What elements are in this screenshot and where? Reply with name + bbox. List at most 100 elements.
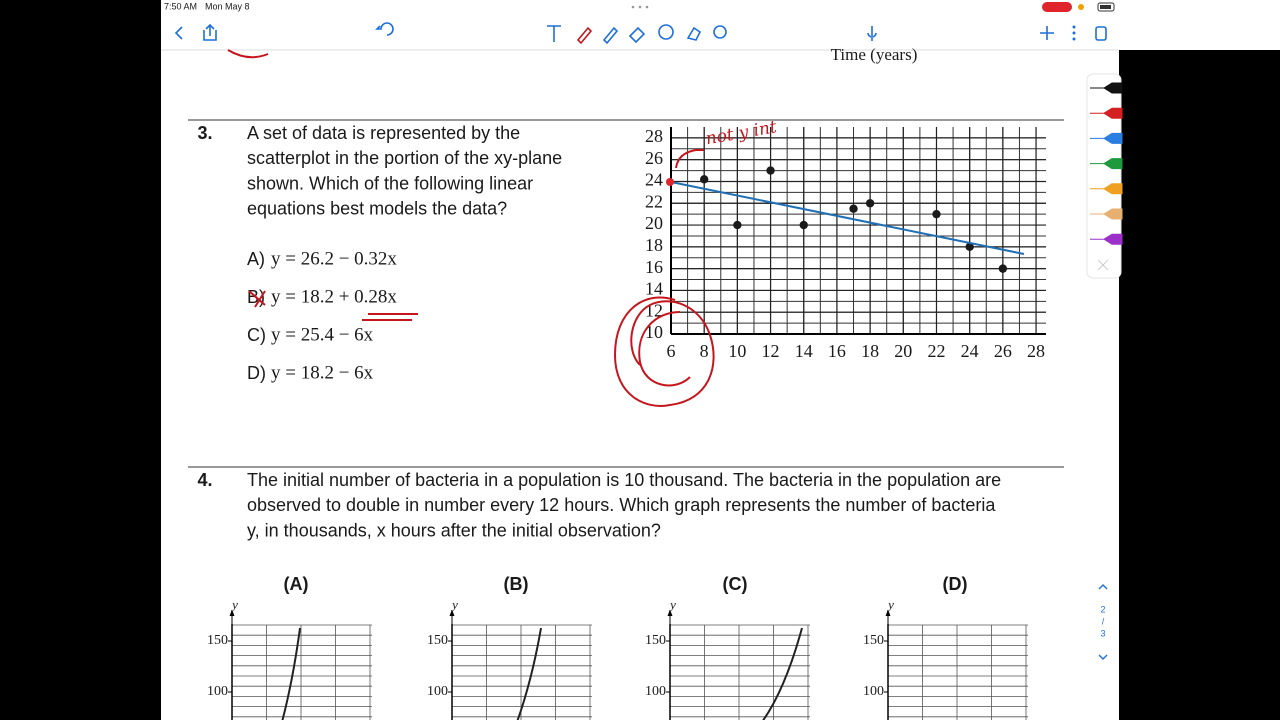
- axis-arrow: [885, 609, 891, 624]
- page-nav: [1098, 584, 1108, 660]
- y-tick-label: 150: [207, 633, 228, 648]
- question-text: y, in thousands, x hours after the initi…: [247, 520, 661, 540]
- pen[interactable]: [1090, 208, 1123, 220]
- eraser-tool[interactable]: [628, 26, 646, 44]
- ink-stroke: [227, 49, 269, 59]
- x-tick-label: 14: [795, 341, 813, 361]
- text-tool[interactable]: [547, 25, 561, 42]
- ink-dot: [666, 178, 674, 186]
- choice-letter: D): [247, 363, 266, 383]
- point: [849, 204, 858, 213]
- mic-button[interactable]: [867, 26, 877, 41]
- x-tick-label: 26: [994, 341, 1012, 361]
- page-separator: /: [1102, 616, 1105, 626]
- y-tick-label: 14: [645, 279, 663, 299]
- x-tick-label: 8: [700, 341, 709, 361]
- y-tick-label: 150: [863, 633, 884, 648]
- y-tick-label: 10: [645, 322, 663, 342]
- question-text: equations best models the data?: [247, 199, 507, 219]
- pen[interactable]: [1090, 183, 1123, 195]
- left-margin: [0, 0, 161, 720]
- pen[interactable]: [1090, 158, 1123, 170]
- question-text: scatterplot in the portion of the xy-pla…: [247, 148, 562, 168]
- pens: [1090, 82, 1123, 245]
- drawn-trend-line: [670, 181, 1025, 255]
- axis-label: y: [668, 597, 676, 612]
- y-tick-label: 100: [207, 684, 228, 699]
- lasso-tool[interactable]: [658, 24, 674, 40]
- axis-label: y: [886, 597, 894, 612]
- pen[interactable]: [1090, 107, 1123, 119]
- y-tick-label: 18: [645, 235, 663, 255]
- point: [865, 199, 875, 208]
- choice-equation: y = 18.2 − 6x: [271, 362, 374, 383]
- pages-button[interactable]: [1095, 26, 1107, 41]
- dot: [645, 5, 649, 9]
- shape-tool[interactable]: [686, 26, 702, 41]
- page-up[interactable]: [1098, 584, 1108, 590]
- y-tick-label: 100: [645, 684, 666, 699]
- scatterplot: 6 8 10 12 14 16 18 20 22 24 26 28101214161820222426…: [645, 126, 1046, 361]
- point: [733, 220, 742, 230]
- pen[interactable]: [1090, 82, 1123, 94]
- question-text: A set of data is represented by the: [247, 123, 520, 143]
- y-tick-label: 100: [863, 684, 884, 699]
- y-tick-label: 26: [645, 148, 663, 168]
- graph-label: (D): [943, 574, 968, 594]
- y-tick-label: 24: [645, 170, 663, 190]
- add-button[interactable]: [1040, 26, 1054, 40]
- pen[interactable]: [1090, 233, 1123, 245]
- graph-label: (A): [284, 574, 309, 594]
- x-tick-label: 12: [762, 341, 780, 361]
- axis-label: y: [230, 597, 238, 612]
- choice-equation: y = 25.4 − 6x: [271, 324, 374, 345]
- curve: [762, 627, 803, 720]
- point: [766, 166, 775, 175]
- status-icons: [1042, 2, 1115, 12]
- dot: [631, 5, 635, 9]
- axis-arrow: [449, 609, 455, 624]
- status-date: Mon May 8: [205, 1, 250, 11]
- y-tick-label: 150: [427, 633, 448, 648]
- axis-arrow: [667, 609, 673, 624]
- choice-equation: y = 26.2 − 0.32x: [271, 248, 397, 269]
- y-tick-label: 16: [645, 257, 663, 277]
- question-number: 3.: [197, 123, 212, 143]
- highlighter-tool[interactable]: [602, 26, 619, 45]
- pen-palette: [1086, 73, 1122, 279]
- undo-button[interactable]: [375, 22, 394, 36]
- right-margin: [1119, 50, 1280, 720]
- ink-annotations: [248, 149, 715, 407]
- pen-tool[interactable]: [576, 26, 593, 45]
- axis-arrow: [229, 609, 235, 624]
- page-total: 3: [1100, 628, 1105, 638]
- y-tick-label: 100: [427, 684, 448, 699]
- page-down[interactable]: [1098, 654, 1108, 660]
- y-tick-label: 20: [645, 213, 663, 233]
- choice-equation: y = 18.2 + 0.28x: [271, 286, 397, 307]
- point: [998, 264, 1008, 273]
- x-tick-label: 22: [927, 341, 945, 361]
- pen[interactable]: [1090, 132, 1123, 144]
- status-time: 7:50 AM: [164, 1, 197, 11]
- x-tick-label: 6: [667, 341, 676, 361]
- x-tick-label: 20: [894, 341, 912, 361]
- question-text: shown. Which of the following linear: [247, 173, 533, 193]
- curve: [281, 627, 301, 720]
- y-tick-label: 150: [645, 633, 666, 648]
- x-tick-label: 28: [1027, 341, 1045, 361]
- sticker-tool[interactable]: [713, 25, 727, 39]
- point: [965, 242, 974, 252]
- share-button[interactable]: [203, 23, 217, 41]
- choice-letter: C): [247, 325, 266, 345]
- point: [799, 220, 808, 230]
- graph-label: (C): [723, 574, 748, 594]
- close-palette[interactable]: [1097, 259, 1109, 271]
- page-current: 2: [1100, 604, 1105, 614]
- question-4: The initial number of bacteria in a popu…: [207, 470, 1028, 720]
- x-tick-label: 18: [861, 341, 879, 361]
- back-button[interactable]: [174, 26, 183, 40]
- question-3: A set of data is represented by the scatt…: [247, 123, 562, 384]
